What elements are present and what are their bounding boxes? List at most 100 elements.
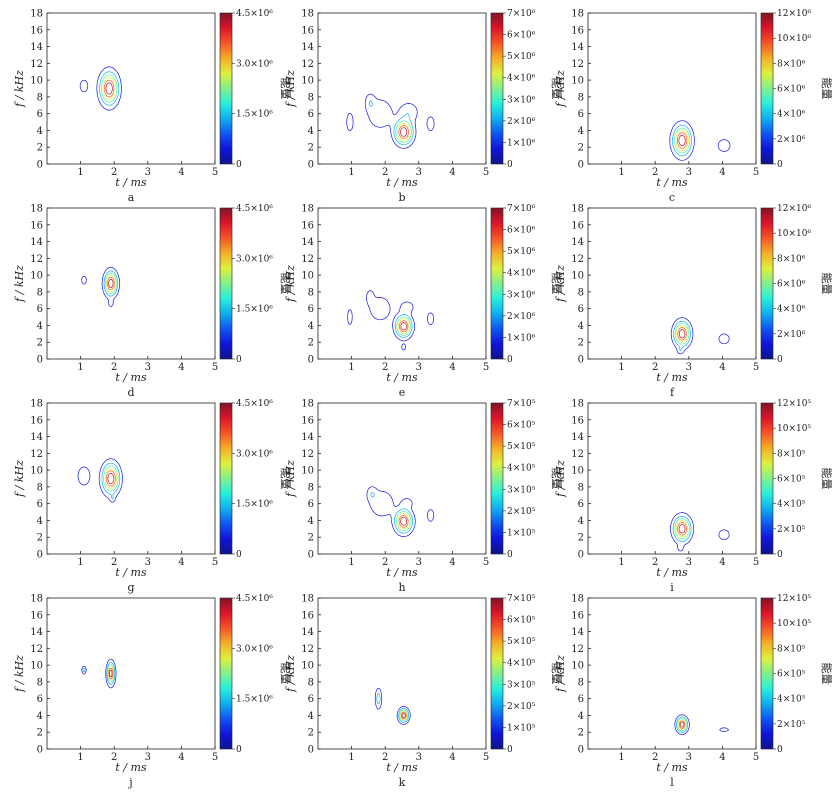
y-tick-label: 2	[578, 338, 584, 349]
colorbar-tick-label: 2×10⁵	[507, 507, 536, 517]
contour-lines	[670, 317, 730, 355]
contour-level-4	[678, 719, 687, 731]
y-tick-label: 6	[308, 109, 314, 120]
y-tick-label: 16	[30, 415, 43, 426]
y-tick-label: 8	[37, 677, 43, 688]
y-tick-label: 12	[30, 59, 43, 70]
contour-level-1	[670, 512, 730, 552]
colorbar-label: 能量	[279, 78, 293, 100]
y-tick-label: 0	[37, 160, 43, 171]
colorbar-label: 能量	[820, 78, 832, 100]
colorbar-tick-label: 5×10⁶	[507, 52, 536, 62]
colorbar	[760, 402, 774, 555]
colorbar-tick-label: 8×10⁵	[777, 644, 806, 654]
contour-level-6	[679, 721, 685, 728]
contour-level-5	[677, 522, 687, 536]
colorbar-tick-label: 4.5×10⁶	[236, 9, 273, 19]
colorbar-label: 能量	[550, 273, 564, 295]
colorbar-tick-label: 1.5×10⁶	[236, 110, 273, 120]
colorbar-tick-label: 1×10⁶	[507, 333, 536, 343]
contour-lines	[669, 120, 731, 161]
colorbar-tick-label: 1.5×10⁶	[236, 695, 273, 705]
y-tick-label: 0	[308, 160, 314, 171]
colorbar-tick-label: 4.5×10⁶	[236, 204, 273, 214]
y-tick-label: 0	[578, 745, 584, 756]
contour-level-4	[675, 130, 689, 151]
contour-level-1	[669, 120, 731, 161]
colorbar-tick-label: 8×10⁶	[777, 254, 806, 264]
colorbar-label: 能量	[550, 78, 564, 100]
y-tick-label: 14	[301, 432, 314, 443]
colorbar	[760, 12, 774, 165]
colorbar	[219, 597, 233, 750]
contour-level-4	[397, 318, 410, 334]
y-tick-label: 2	[578, 728, 584, 739]
y-tick-label: 12	[30, 254, 43, 265]
colorbar-tick-label: 4×10⁶	[777, 110, 806, 120]
colorbar-label: 能量	[820, 468, 832, 490]
colorbar-tick-label: 6×10⁶	[777, 85, 806, 95]
y-tick-label: 12	[301, 449, 314, 460]
colorbar-tick-label: 4×10⁵	[777, 695, 806, 705]
x-tick-label: 2	[111, 557, 117, 568]
x-tick-label: 4	[719, 167, 725, 178]
y-tick-label: 18	[301, 9, 314, 20]
y-tick-label: 6	[37, 304, 43, 315]
y-tick-label: 10	[571, 76, 584, 87]
contour-level-1	[674, 714, 729, 736]
colorbar-tick-label: 12×10⁵	[777, 594, 811, 604]
x-axis-label: t / ms	[656, 761, 688, 774]
contour-level-5	[105, 470, 116, 487]
contour-level-5	[108, 667, 114, 680]
contour-lines	[366, 486, 435, 537]
y-tick-label: 12	[571, 59, 584, 70]
y-tick-label: 10	[30, 271, 43, 282]
colorbar-tick-label: 0	[236, 355, 242, 365]
colorbar-tick-label: 2×10⁵	[777, 720, 806, 730]
panel-label: f	[670, 386, 675, 399]
colorbar-tick-label: 6×10⁵	[507, 421, 536, 431]
contour-level-4	[102, 77, 116, 100]
colorbar-tick-label: 0	[507, 355, 513, 365]
colorbar-tick-label: 3.0×10⁶	[236, 254, 273, 264]
y-tick-label: 8	[308, 677, 314, 688]
x-tick-label: 4	[449, 752, 455, 763]
y-tick-label: 16	[30, 610, 43, 621]
contour-level-6	[401, 712, 406, 719]
y-tick-label: 16	[301, 610, 314, 621]
contour-level-2	[376, 693, 410, 723]
x-tick-label: 1	[618, 752, 624, 763]
colorbar-tick-label: 0	[507, 160, 513, 170]
contour-level-6	[109, 669, 113, 678]
contour-lines	[81, 266, 120, 307]
y-tick-label: 4	[578, 516, 584, 527]
y-tick-label: 10	[571, 271, 584, 282]
colorbar-tick-label: 3.0×10⁶	[236, 449, 273, 459]
y-tick-label: 8	[578, 287, 584, 298]
contour-level-3	[674, 518, 690, 540]
contour-level-1	[670, 317, 730, 355]
contour-level-2	[370, 492, 414, 534]
y-tick-label: 12	[301, 59, 314, 70]
x-axis-label: t / ms	[386, 371, 418, 384]
colorbar-tick-label: 3×10⁵	[507, 680, 536, 690]
colorbar-tick-label: 1×10⁶	[507, 138, 536, 148]
colorbar-tick-label: 12×10⁶	[777, 9, 811, 19]
y-tick-label: 2	[308, 143, 314, 154]
y-tick-label: 12	[30, 644, 43, 655]
colorbar-tick-label: 6×10⁵	[777, 475, 806, 485]
y-tick-label: 18	[571, 9, 584, 20]
y-tick-label: 12	[571, 644, 584, 655]
x-axis-label: t / ms	[115, 566, 147, 579]
x-axis-label: t / ms	[115, 176, 147, 189]
x-tick-label: 2	[111, 362, 117, 373]
colorbar-tick-label: 10×10⁶	[777, 229, 811, 239]
x-axis-label: t / ms	[656, 371, 688, 384]
panel-label: i	[670, 581, 674, 594]
